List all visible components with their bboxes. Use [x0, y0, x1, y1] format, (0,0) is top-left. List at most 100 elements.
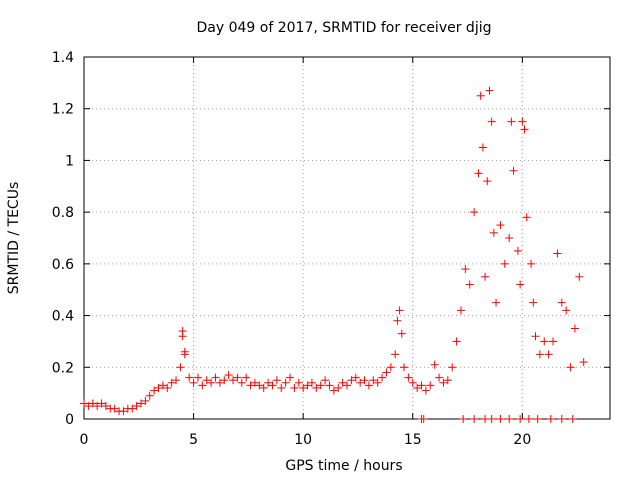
chart-title: Day 049 of 2017, SRMTID for receiver dji… [197, 20, 492, 36]
data-point [378, 373, 387, 382]
data-point [237, 378, 246, 387]
data-point [568, 415, 577, 423]
y-tick-label: 0.4 [52, 309, 74, 325]
data-point [570, 324, 579, 333]
data-point [492, 298, 501, 307]
data-point [347, 376, 356, 385]
data-point [382, 368, 391, 377]
data-point [259, 383, 268, 392]
data-point [110, 404, 119, 413]
data-point [198, 381, 207, 390]
data-point [399, 363, 408, 372]
data-point [476, 91, 485, 100]
data-point [351, 373, 360, 382]
data-point [281, 378, 290, 387]
data-point [509, 166, 518, 175]
data-point [533, 415, 542, 423]
data-point [211, 373, 220, 382]
data-point [520, 125, 529, 134]
data-point [215, 378, 224, 387]
data-point [393, 316, 402, 325]
x-axis-label: GPS time / hours [285, 458, 402, 474]
data-point [419, 415, 428, 423]
data-point [516, 280, 525, 289]
data-point [268, 381, 277, 390]
data-point [496, 415, 505, 423]
data-point [264, 378, 273, 387]
y-tick-label: 1.2 [52, 102, 74, 118]
grid-lines [84, 57, 610, 419]
data-point [128, 404, 137, 413]
data-point [307, 378, 316, 387]
data-point [343, 381, 351, 390]
data-point [391, 350, 400, 359]
data-point [246, 381, 255, 390]
data-point [557, 415, 566, 423]
data-point [513, 246, 522, 255]
data-point [386, 363, 395, 372]
data-point [119, 407, 128, 416]
data-point [500, 259, 509, 268]
x-tick-label: 20 [513, 432, 531, 448]
data-point [272, 376, 281, 385]
y-tick-label: 1 [65, 153, 74, 169]
data-point [430, 360, 439, 369]
data-point [334, 383, 343, 392]
data-point [180, 350, 189, 359]
data-point [439, 378, 448, 387]
data-point [421, 386, 430, 395]
data-point [356, 378, 365, 387]
data-point [443, 376, 452, 385]
data-point [277, 383, 286, 392]
data-point [575, 272, 584, 281]
data-point [325, 381, 334, 390]
data-point [413, 383, 422, 392]
data-point [286, 373, 295, 382]
data-point [529, 298, 538, 307]
data-point [566, 363, 575, 372]
data-point [540, 337, 549, 346]
data-point [516, 415, 525, 423]
data-point [364, 381, 373, 390]
data-point [522, 213, 531, 222]
data-point [176, 363, 185, 372]
data-point [459, 415, 468, 423]
tick-labels: 0 5 10 15 20 0 0.2 0.4 0.6 0.8 1 1.2 1.4 [52, 50, 532, 448]
data-point [338, 378, 347, 387]
data-point [579, 358, 588, 367]
data-point [478, 143, 487, 152]
data-point [435, 373, 444, 382]
data-point [290, 383, 299, 392]
data-point [531, 332, 540, 341]
data-point [150, 386, 159, 395]
data-point [549, 337, 558, 346]
data-point [172, 376, 181, 385]
data-point [80, 399, 88, 408]
x-tick-label: 10 [294, 432, 312, 448]
data-point [316, 381, 325, 390]
data-point [369, 376, 378, 385]
data-point [88, 399, 97, 408]
data-point [233, 373, 242, 382]
data-point [408, 378, 417, 387]
data-point [167, 378, 176, 387]
data-point [93, 402, 102, 411]
x-tick-label: 15 [404, 432, 422, 448]
data-point [404, 373, 413, 382]
data-point [158, 381, 167, 390]
data-point [465, 280, 474, 289]
data-point [417, 381, 426, 390]
data-point [193, 373, 202, 382]
data-point [373, 378, 382, 387]
data-point [461, 265, 470, 274]
data-point [163, 383, 172, 392]
data-point [321, 376, 330, 385]
y-tick-label: 0.8 [52, 205, 74, 221]
data-point [97, 399, 106, 408]
data-point [544, 350, 553, 359]
plot-frame [83, 56, 611, 420]
axis-ticks [83, 56, 610, 420]
data-point [220, 376, 229, 385]
data-point [483, 177, 492, 186]
